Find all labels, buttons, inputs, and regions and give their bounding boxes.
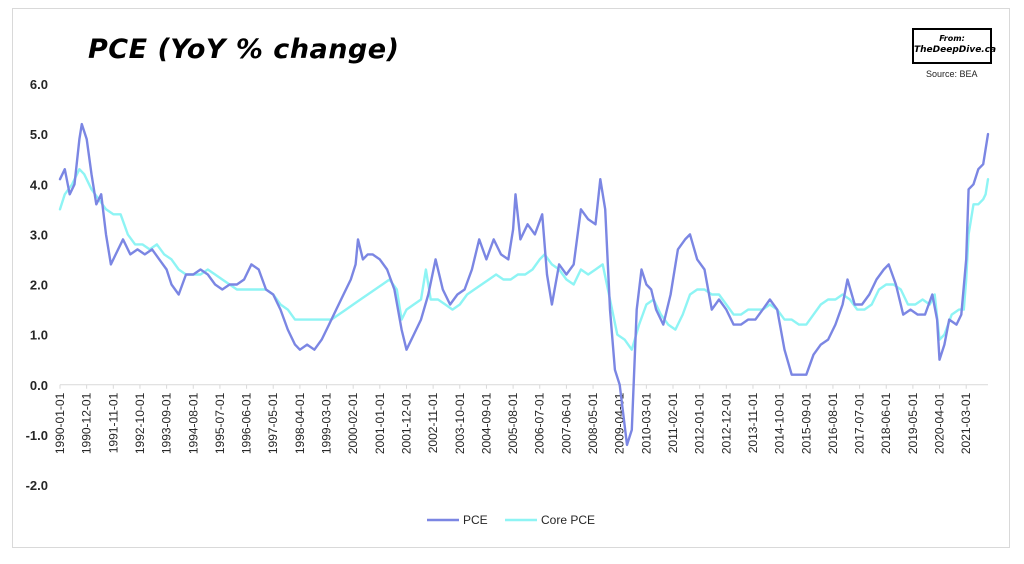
- x-tick-label: 2011-02-01: [666, 392, 680, 453]
- y-axis: 6.0 5.0 4.0 3.0 2.0 1.0 0.0 -1.0 -2.0: [26, 77, 48, 493]
- x-tick-label: 2008-05-01: [586, 392, 600, 454]
- x-tick-label: 1996-06-01: [240, 392, 254, 454]
- legend-label: Core PCE: [541, 513, 595, 527]
- y-tick-label: 2.0: [30, 278, 48, 293]
- x-tick-label: 1991-11-01: [106, 392, 120, 453]
- source-note: Source: BEA: [926, 69, 978, 79]
- logo-site-label: TheDeepDive.ca: [914, 45, 997, 55]
- x-tick-label: 2007-06-01: [559, 392, 573, 454]
- x-tick-label: 2016-08-01: [826, 392, 840, 454]
- x-tick-label: 2015-09-01: [799, 392, 813, 454]
- x-tick-label: 2021-03-01: [959, 392, 973, 454]
- x-tick-label: 2003-10-01: [453, 392, 467, 454]
- x-tick-label: 2019-05-01: [906, 392, 920, 454]
- y-tick-label: 1.0: [30, 328, 48, 343]
- y-tick-label: 4.0: [30, 177, 48, 192]
- x-tick-label: 2004-09-01: [479, 392, 493, 454]
- series-line-pce: [58, 122, 990, 447]
- x-tick-label: 2005-08-01: [506, 392, 520, 454]
- x-tick-label: 2006-07-01: [533, 392, 547, 454]
- y-tick-label: -1.0: [26, 428, 48, 443]
- x-tick-label: 2014-10-01: [773, 392, 787, 454]
- x-tick-label: 2012-01-01: [693, 392, 707, 454]
- x-tick-label: 1990-12-01: [80, 392, 94, 454]
- x-tick-label: 2001-12-01: [399, 392, 413, 454]
- x-tick-label: 2013-11-01: [746, 392, 760, 453]
- x-axis: 1990-01-01 1990-12-01 1991-11-01 1992-10-01…: [53, 384, 988, 454]
- y-tick-label: 6.0: [30, 77, 48, 92]
- x-tick-label: 2001-01-01: [373, 392, 387, 454]
- x-tick-label: 2017-07-01: [853, 392, 867, 454]
- x-tick-label: 1999-03-01: [320, 392, 334, 454]
- x-tick-label: 1990-01-01: [53, 392, 67, 454]
- chart-title: PCE (YoY % change): [88, 34, 400, 65]
- x-tick-label: 2000-02-01: [346, 392, 360, 454]
- y-tick-label: -2.0: [26, 478, 48, 493]
- x-tick-label: 2020-04-01: [933, 392, 947, 454]
- logo-from-label: From:: [939, 34, 965, 43]
- x-tick-label: 1997-05-01: [266, 392, 280, 454]
- x-tick-label: 1998-04-01: [293, 392, 307, 454]
- legend: PCE Core PCE: [427, 513, 595, 527]
- x-tick-label: 1993-09-01: [160, 392, 174, 454]
- x-tick-label: 2018-06-01: [879, 392, 893, 454]
- legend-label: PCE: [463, 513, 488, 527]
- plot-area: [58, 122, 990, 447]
- x-tick-label: 2012-12-01: [719, 392, 733, 454]
- logo-box: From: TheDeepDive.ca: [912, 28, 997, 64]
- x-tick-label: 1995-07-01: [213, 392, 227, 454]
- y-tick-label: 3.0: [30, 227, 48, 242]
- x-tick-label: 1992-10-01: [133, 392, 147, 454]
- y-tick-label: 5.0: [30, 127, 48, 142]
- x-tick-label: 1994-08-01: [186, 392, 200, 454]
- x-tick-label: 2002-11-01: [426, 392, 440, 453]
- series-line-core-pce: [58, 168, 990, 351]
- x-tick-label: 2010-03-01: [639, 392, 653, 454]
- y-tick-label: 0.0: [30, 378, 48, 393]
